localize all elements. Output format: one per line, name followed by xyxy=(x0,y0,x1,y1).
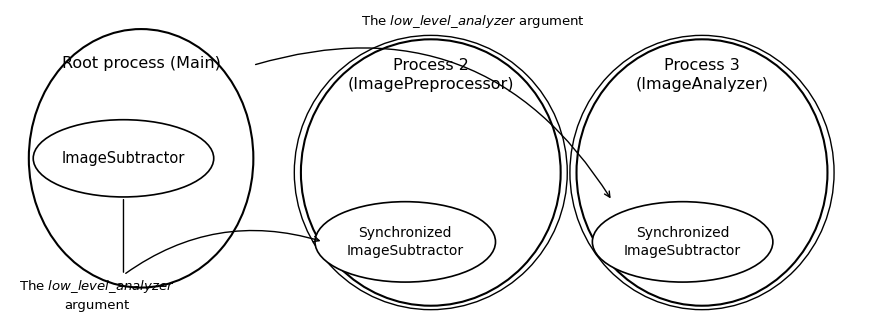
Text: ImageSubtractor: ImageSubtractor xyxy=(62,151,186,166)
Text: Root process (Main): Root process (Main) xyxy=(62,56,220,71)
Text: The $\mathit{low\_level\_analyzer}$
argument: The $\mathit{low\_level\_analyzer}$ argu… xyxy=(20,278,175,312)
Text: Process 3
(ImageAnalyzer): Process 3 (ImageAnalyzer) xyxy=(635,58,769,92)
Text: The $\mathit{low\_level\_analyzer}$ argument: The $\mathit{low\_level\_analyzer}$ argu… xyxy=(361,13,585,30)
Ellipse shape xyxy=(592,202,772,282)
Text: Process 2
(ImagePreprocessor): Process 2 (ImagePreprocessor) xyxy=(348,58,514,92)
Text: Synchronized
ImageSubtractor: Synchronized ImageSubtractor xyxy=(624,226,741,258)
Text: Synchronized
ImageSubtractor: Synchronized ImageSubtractor xyxy=(347,226,464,258)
Ellipse shape xyxy=(33,120,214,197)
Ellipse shape xyxy=(315,202,495,282)
